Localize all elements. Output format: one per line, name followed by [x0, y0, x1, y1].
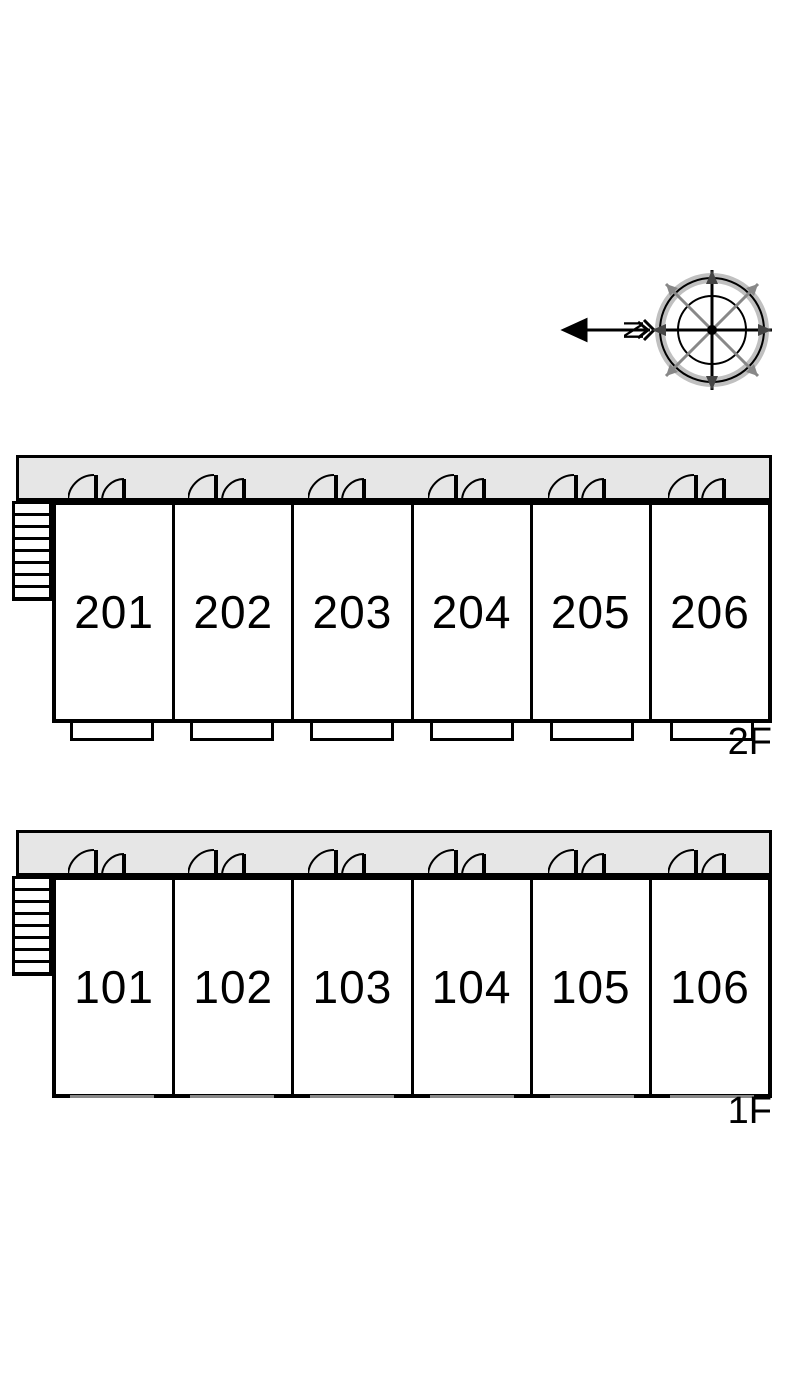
compass-north-label: N [618, 320, 650, 340]
unit-label: 206 [670, 585, 750, 639]
balconies-row-1f [52, 1098, 772, 1122]
door-103 [292, 842, 412, 876]
compass: N [560, 270, 780, 390]
balconies-row-2f [52, 723, 772, 747]
balcony-104 [412, 1098, 532, 1122]
unit-label: 201 [74, 585, 154, 639]
unit-203: 203 [294, 505, 413, 719]
unit-204: 204 [414, 505, 533, 719]
door-203 [292, 467, 412, 501]
unit-205: 205 [533, 505, 652, 719]
balcony-202 [172, 723, 292, 747]
door-201 [52, 467, 172, 501]
unit-label: 203 [313, 585, 393, 639]
door-202 [172, 467, 292, 501]
door-102 [172, 842, 292, 876]
unit-103: 103 [294, 880, 413, 1094]
balcony-102 [172, 1098, 292, 1122]
balcony-103 [292, 1098, 412, 1122]
door-205 [532, 467, 652, 501]
balcony-205 [532, 723, 652, 747]
unit-201: 201 [56, 505, 175, 719]
stair-1f [12, 876, 52, 976]
units-row-2f: 201 202 203 204 205 206 [52, 501, 772, 723]
door-104 [412, 842, 532, 876]
unit-label: 202 [193, 585, 273, 639]
unit-label: 105 [551, 960, 631, 1014]
unit-102: 102 [175, 880, 294, 1094]
unit-104: 104 [414, 880, 533, 1094]
unit-label: 204 [432, 585, 512, 639]
floor-label-2f: 2F [728, 721, 772, 764]
unit-206: 206 [652, 505, 768, 719]
unit-202: 202 [175, 505, 294, 719]
balcony-204 [412, 723, 532, 747]
door-106 [652, 842, 772, 876]
balcony-203 [292, 723, 412, 747]
unit-label: 101 [74, 960, 154, 1014]
floorplan-page: N 201 202 203 204 205 206 [0, 0, 800, 1381]
unit-label: 106 [670, 960, 750, 1014]
floor-label-1f: 1F [728, 1090, 772, 1133]
balcony-201 [52, 723, 172, 747]
unit-105: 105 [533, 880, 652, 1094]
door-101 [52, 842, 172, 876]
door-206 [652, 467, 772, 501]
stair-2f [12, 501, 52, 601]
unit-label: 102 [193, 960, 273, 1014]
balcony-105 [532, 1098, 652, 1122]
unit-label: 103 [313, 960, 393, 1014]
doors-row-1f [52, 842, 772, 876]
door-204 [412, 467, 532, 501]
doors-row-2f [52, 467, 772, 501]
unit-106: 106 [652, 880, 768, 1094]
balcony-101 [52, 1098, 172, 1122]
door-105 [532, 842, 652, 876]
unit-label: 104 [432, 960, 512, 1014]
units-row-1f: 101 102 103 104 105 106 [52, 876, 772, 1098]
unit-101: 101 [56, 880, 175, 1094]
unit-label: 205 [551, 585, 631, 639]
